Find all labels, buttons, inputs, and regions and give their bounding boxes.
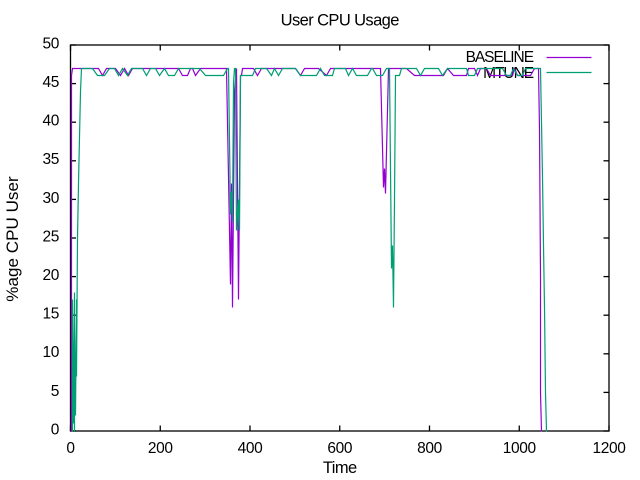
svg-text:BASELINE: BASELINE	[466, 49, 534, 66]
svg-text:50: 50	[43, 35, 60, 52]
svg-text:45: 45	[43, 74, 59, 91]
svg-text:Time: Time	[323, 459, 357, 477]
svg-text:1000: 1000	[503, 440, 537, 457]
svg-text:20: 20	[43, 267, 60, 284]
svg-text:MTUNE: MTUNE	[483, 65, 534, 82]
svg-text:5: 5	[51, 383, 59, 400]
svg-text:1200: 1200	[593, 440, 627, 457]
svg-text:800: 800	[417, 440, 442, 457]
svg-text:30: 30	[43, 190, 60, 207]
svg-text:0: 0	[66, 440, 75, 457]
svg-text:200: 200	[148, 440, 173, 457]
svg-text:User CPU Usage: User CPU Usage	[281, 12, 400, 30]
svg-text:600: 600	[327, 440, 352, 457]
svg-text:35: 35	[43, 151, 59, 168]
svg-text:0: 0	[51, 421, 60, 438]
svg-text:15: 15	[43, 306, 59, 323]
svg-text:25: 25	[43, 228, 59, 245]
svg-text:400: 400	[238, 440, 263, 457]
svg-text:40: 40	[43, 113, 60, 130]
svg-text:%age CPU User: %age CPU User	[3, 176, 22, 302]
svg-text:10: 10	[43, 344, 60, 361]
